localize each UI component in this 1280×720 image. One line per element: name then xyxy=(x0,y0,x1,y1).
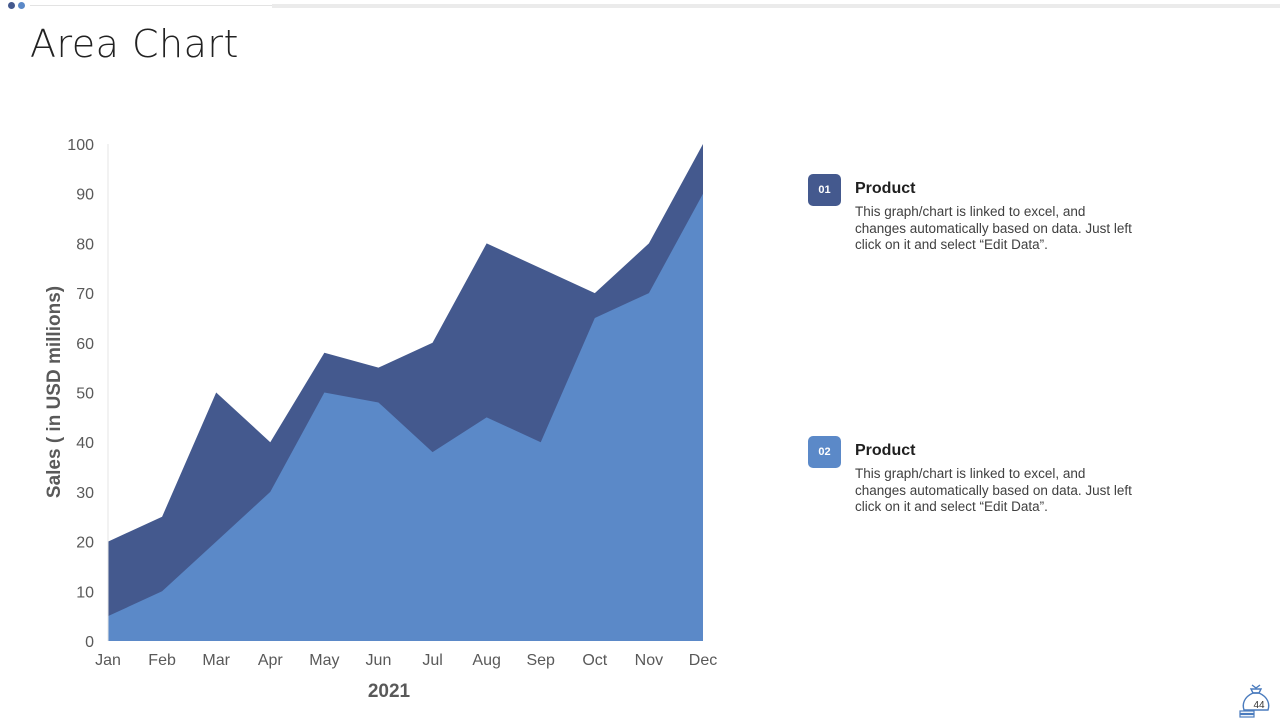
decor-dot-dark xyxy=(8,2,15,9)
chart-areas xyxy=(108,144,703,641)
legend-heading: Product xyxy=(855,180,916,197)
legend-heading: Product xyxy=(855,442,916,459)
y-tick-label: 100 xyxy=(67,137,94,154)
x-tick-label: Feb xyxy=(148,652,176,669)
x-tick-label: Dec xyxy=(689,652,717,669)
y-tick-label: 80 xyxy=(76,236,94,253)
badge-01: 01 xyxy=(808,174,841,206)
money-bag-icon xyxy=(1239,684,1270,718)
top-rule xyxy=(272,4,1280,8)
y-tick-label: 60 xyxy=(76,336,94,353)
y-axis-label: Sales ( in USD millions) xyxy=(44,286,65,498)
x-tick-label: Jan xyxy=(95,652,121,669)
x-tick-label: Nov xyxy=(635,652,663,669)
area-chart: 0 10 20 30 40 50 60 70 80 90 100 Jan Feb Mar Apr May Ju… xyxy=(44,137,717,702)
y-tick-label: 30 xyxy=(76,485,94,502)
y-tick-label: 10 xyxy=(76,584,94,601)
y-tick-label: 70 xyxy=(76,286,94,303)
y-tick-label: 90 xyxy=(76,187,94,204)
y-tick-label: 50 xyxy=(76,386,94,403)
y-tick-labels: 0 10 20 30 40 50 60 70 80 90 100 xyxy=(67,137,94,651)
decor-dot-light xyxy=(18,2,25,9)
x-tick-label: Aug xyxy=(472,652,500,669)
page-number: 44 xyxy=(1253,700,1265,711)
y-tick-label: 20 xyxy=(76,535,94,552)
x-tick-label: Mar xyxy=(202,652,230,669)
legend-description: This graph/chart is linked to excel, and… xyxy=(855,466,1132,514)
top-rule-left xyxy=(30,5,272,6)
x-tick-label: May xyxy=(309,652,339,669)
x-tick-label: Jun xyxy=(366,652,392,669)
y-tick-label: 40 xyxy=(76,435,94,452)
x-tick-label: Jul xyxy=(422,652,442,669)
x-axis-label: 2021 xyxy=(368,681,411,702)
x-tick-label: Apr xyxy=(258,652,284,669)
x-tick-label: Oct xyxy=(582,652,607,669)
badge-02: 02 xyxy=(808,436,841,468)
legend-description: This graph/chart is linked to excel, and… xyxy=(855,204,1132,252)
slide-title: Area Chart xyxy=(30,22,239,66)
x-tick-label: Sep xyxy=(526,652,555,669)
y-tick-label: 0 xyxy=(85,634,94,651)
x-tick-labels: Jan Feb Mar Apr May Jun Jul Aug Sep Oct Nov Dec xyxy=(95,652,717,669)
area-series-2 xyxy=(108,193,703,641)
